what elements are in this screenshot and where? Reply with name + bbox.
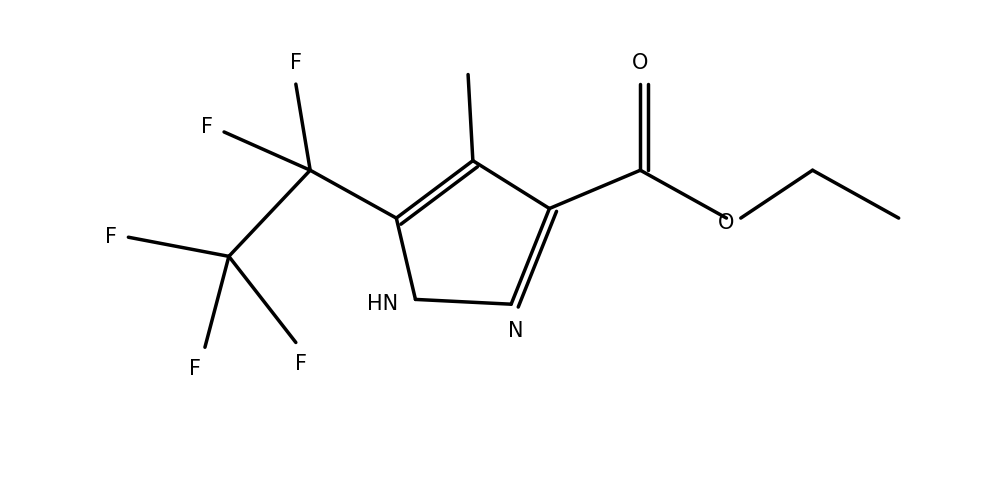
Text: F: F: [294, 354, 307, 374]
Text: O: O: [632, 53, 648, 73]
Text: HN: HN: [367, 294, 399, 314]
Text: F: F: [105, 227, 117, 247]
Text: F: F: [189, 359, 202, 379]
Text: F: F: [201, 117, 213, 137]
Text: F: F: [290, 53, 302, 73]
Text: N: N: [508, 321, 523, 341]
Text: O: O: [718, 213, 735, 233]
